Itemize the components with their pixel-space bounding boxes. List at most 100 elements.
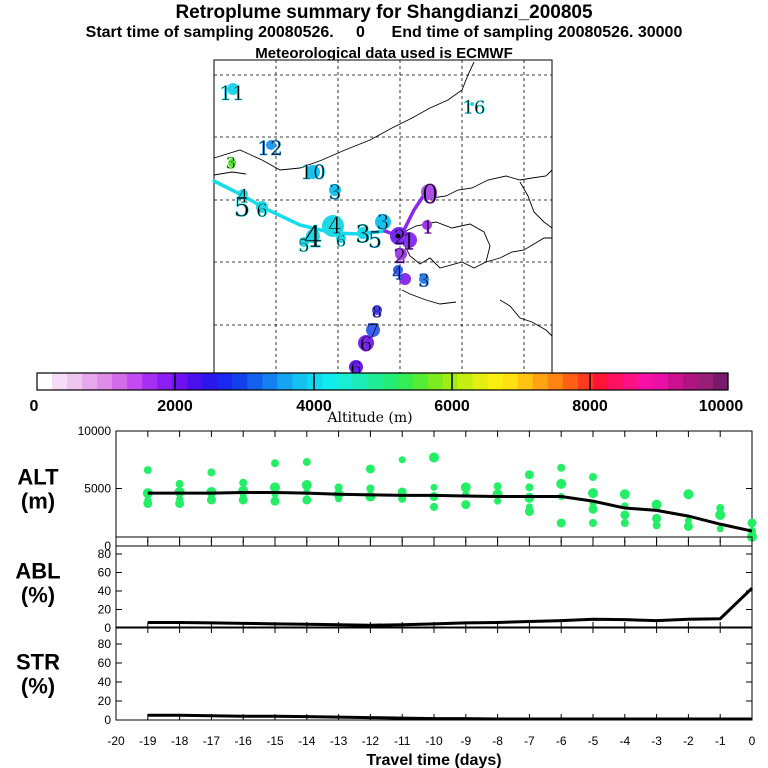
release-site-marker [395, 233, 401, 239]
y-tick-label: 5000 [84, 482, 111, 496]
x-tick-label: -5 [588, 734, 599, 748]
altitude-cluster-point [206, 495, 216, 505]
cluster-label: 7 [367, 319, 380, 343]
altitude-cluster-point [270, 496, 280, 506]
altitude-cluster-point [365, 491, 376, 502]
cluster-label: 6 [256, 200, 267, 221]
cluster-label: 5 [368, 229, 382, 254]
altitude-cluster-point [556, 518, 566, 528]
cluster-label: 8 [372, 303, 382, 322]
panel-frame [115, 626, 753, 721]
x-tick-label: -1 [715, 734, 726, 748]
altitude-cluster-point [716, 525, 724, 533]
colorbar-cell [532, 373, 549, 390]
altitude-median-line [147, 491, 753, 533]
colorbar-cell [577, 373, 594, 390]
cluster-label: 4 [328, 215, 342, 240]
altitude-cluster-point [493, 482, 502, 491]
altitude-cluster-point [652, 521, 661, 530]
altitude-cluster-point [747, 518, 757, 528]
colorbar-cell [67, 373, 83, 390]
cluster-label: 2 [394, 244, 407, 268]
cluster-label: 6 [336, 232, 346, 251]
met-data-line: Meteorological data used is ECMWF [255, 45, 513, 62]
cluster-label: 0 [422, 180, 439, 210]
cluster-label: 1 [422, 217, 433, 238]
cluster-label: 3 [355, 220, 370, 248]
cluster-label: 3 [329, 180, 342, 204]
altitude-cluster-point [430, 502, 438, 511]
y-tick-label: 40 [98, 584, 112, 598]
colorbar-cell [697, 373, 714, 390]
altitude-cluster-point [620, 510, 630, 520]
altitude-cluster-point [238, 495, 248, 505]
colorbar-cell [202, 373, 218, 390]
chart-title: Retroplume summary for Shangdianzi_20080… [175, 2, 593, 23]
panel-alt: 0 5000 10000 ALT (m) [17, 424, 757, 553]
altitude-cluster-point [175, 498, 185, 508]
x-tick-label: -16 [235, 734, 253, 748]
x-tick-label: -2 [683, 734, 694, 748]
colorbar-cell [112, 373, 128, 390]
altitude-cluster-point [524, 507, 534, 516]
y-tick-label: 80 [98, 637, 112, 651]
cluster-label: 11 [219, 81, 244, 105]
altitude-cluster-point [557, 463, 566, 472]
altitude-cluster-point [335, 495, 343, 503]
altitude-cluster-point [556, 478, 567, 489]
altitude-cluster-point [429, 452, 439, 463]
x-tick-label: 0 [749, 734, 756, 748]
altitude-cluster-point [524, 470, 534, 480]
y-tick-label: 10000 [78, 424, 112, 438]
x-tick-label: -20 [107, 734, 125, 748]
colorbar-cell [277, 373, 293, 390]
altitude-cluster-point [143, 498, 153, 508]
x-tick-label: -18 [171, 734, 189, 748]
cluster-label: 5 [298, 235, 309, 256]
y-axis-label: STR (%) [16, 650, 60, 699]
cluster-label: 1 [402, 231, 416, 256]
colorbar-cell [712, 373, 729, 390]
x-tick-label: -19 [139, 734, 157, 748]
altitude-cluster-point [302, 495, 312, 505]
altitude-cluster-point [525, 483, 534, 492]
colorbar-label: Altitude (m) [326, 410, 412, 426]
trajectory-cluster-labels: 1116123103456434563501212438766 [219, 81, 486, 380]
colorbar-cell [172, 373, 188, 390]
colorbar-cell [457, 373, 474, 390]
y-tick-label: 0 [104, 539, 111, 553]
x-tick-label: -3 [651, 734, 662, 748]
altitude-cluster-point [207, 468, 216, 477]
x-tick-label: -8 [492, 734, 503, 748]
colorbar-cell [337, 373, 354, 390]
x-tick-label: -12 [362, 734, 380, 748]
y-tick-label: 0 [104, 713, 111, 727]
x-tick-label: -14 [298, 734, 316, 748]
altitude-cluster-point [398, 456, 406, 464]
sampling-time-line: Start time of sampling 20080526. 0 End t… [85, 24, 683, 41]
altitude-cluster-point [683, 489, 694, 500]
colorbar-cell [352, 373, 369, 390]
colorbar-cell [607, 373, 624, 390]
altitude-cluster-point [652, 513, 662, 523]
colorbar-cell [247, 373, 263, 390]
altitude-cluster-point [620, 519, 629, 527]
colorbar-cell [382, 373, 399, 390]
x-tick-label: -15 [266, 734, 284, 748]
x-tick-label: -13 [330, 734, 348, 748]
x-tick-label: -7 [524, 734, 535, 748]
y-tick-label: 40 [98, 675, 112, 689]
altitude-cluster-point [588, 504, 598, 514]
colorbar-cell [127, 373, 143, 390]
colorbar-cell [397, 373, 414, 390]
colorbar-cell [142, 373, 158, 390]
colorbar-frame [36, 372, 729, 391]
colorbar-cell [682, 373, 699, 390]
y-tick-label: 60 [98, 566, 112, 580]
time-series-panels: 0 5000 10000 ALT (m) 0 20 40 60 80 ABL (%) 0 20 40 60 80… [15, 424, 757, 768]
altitude-cluster-point [460, 482, 471, 493]
y-axis-label: ALT (m) [17, 465, 59, 514]
cluster-label: 4 [237, 186, 248, 207]
colorbar-cell [667, 373, 684, 390]
